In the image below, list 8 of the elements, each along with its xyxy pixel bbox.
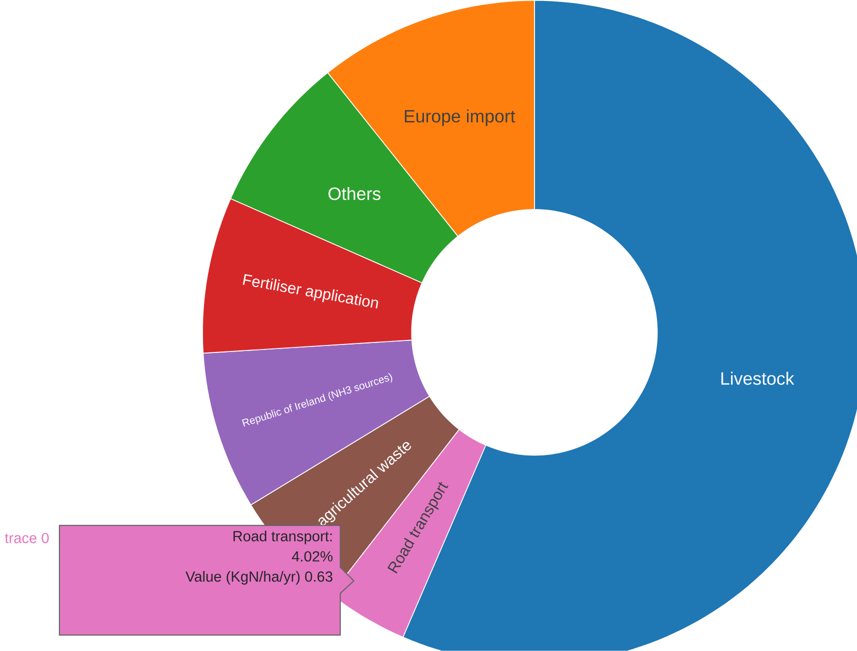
- slice-label: Others: [328, 187, 380, 200]
- text: 4.02%: [292, 551, 332, 562]
- slice-label: Fertiliser application: [242, 274, 378, 309]
- text: Value (KgN/ha/yr) 0.63: [186, 571, 332, 585]
- slice-label: Livestock: [721, 372, 794, 385]
- slice-label: Europe import: [404, 110, 516, 126]
- text: trace 0: [4, 532, 49, 544]
- text: Road transport:: [234, 530, 332, 544]
